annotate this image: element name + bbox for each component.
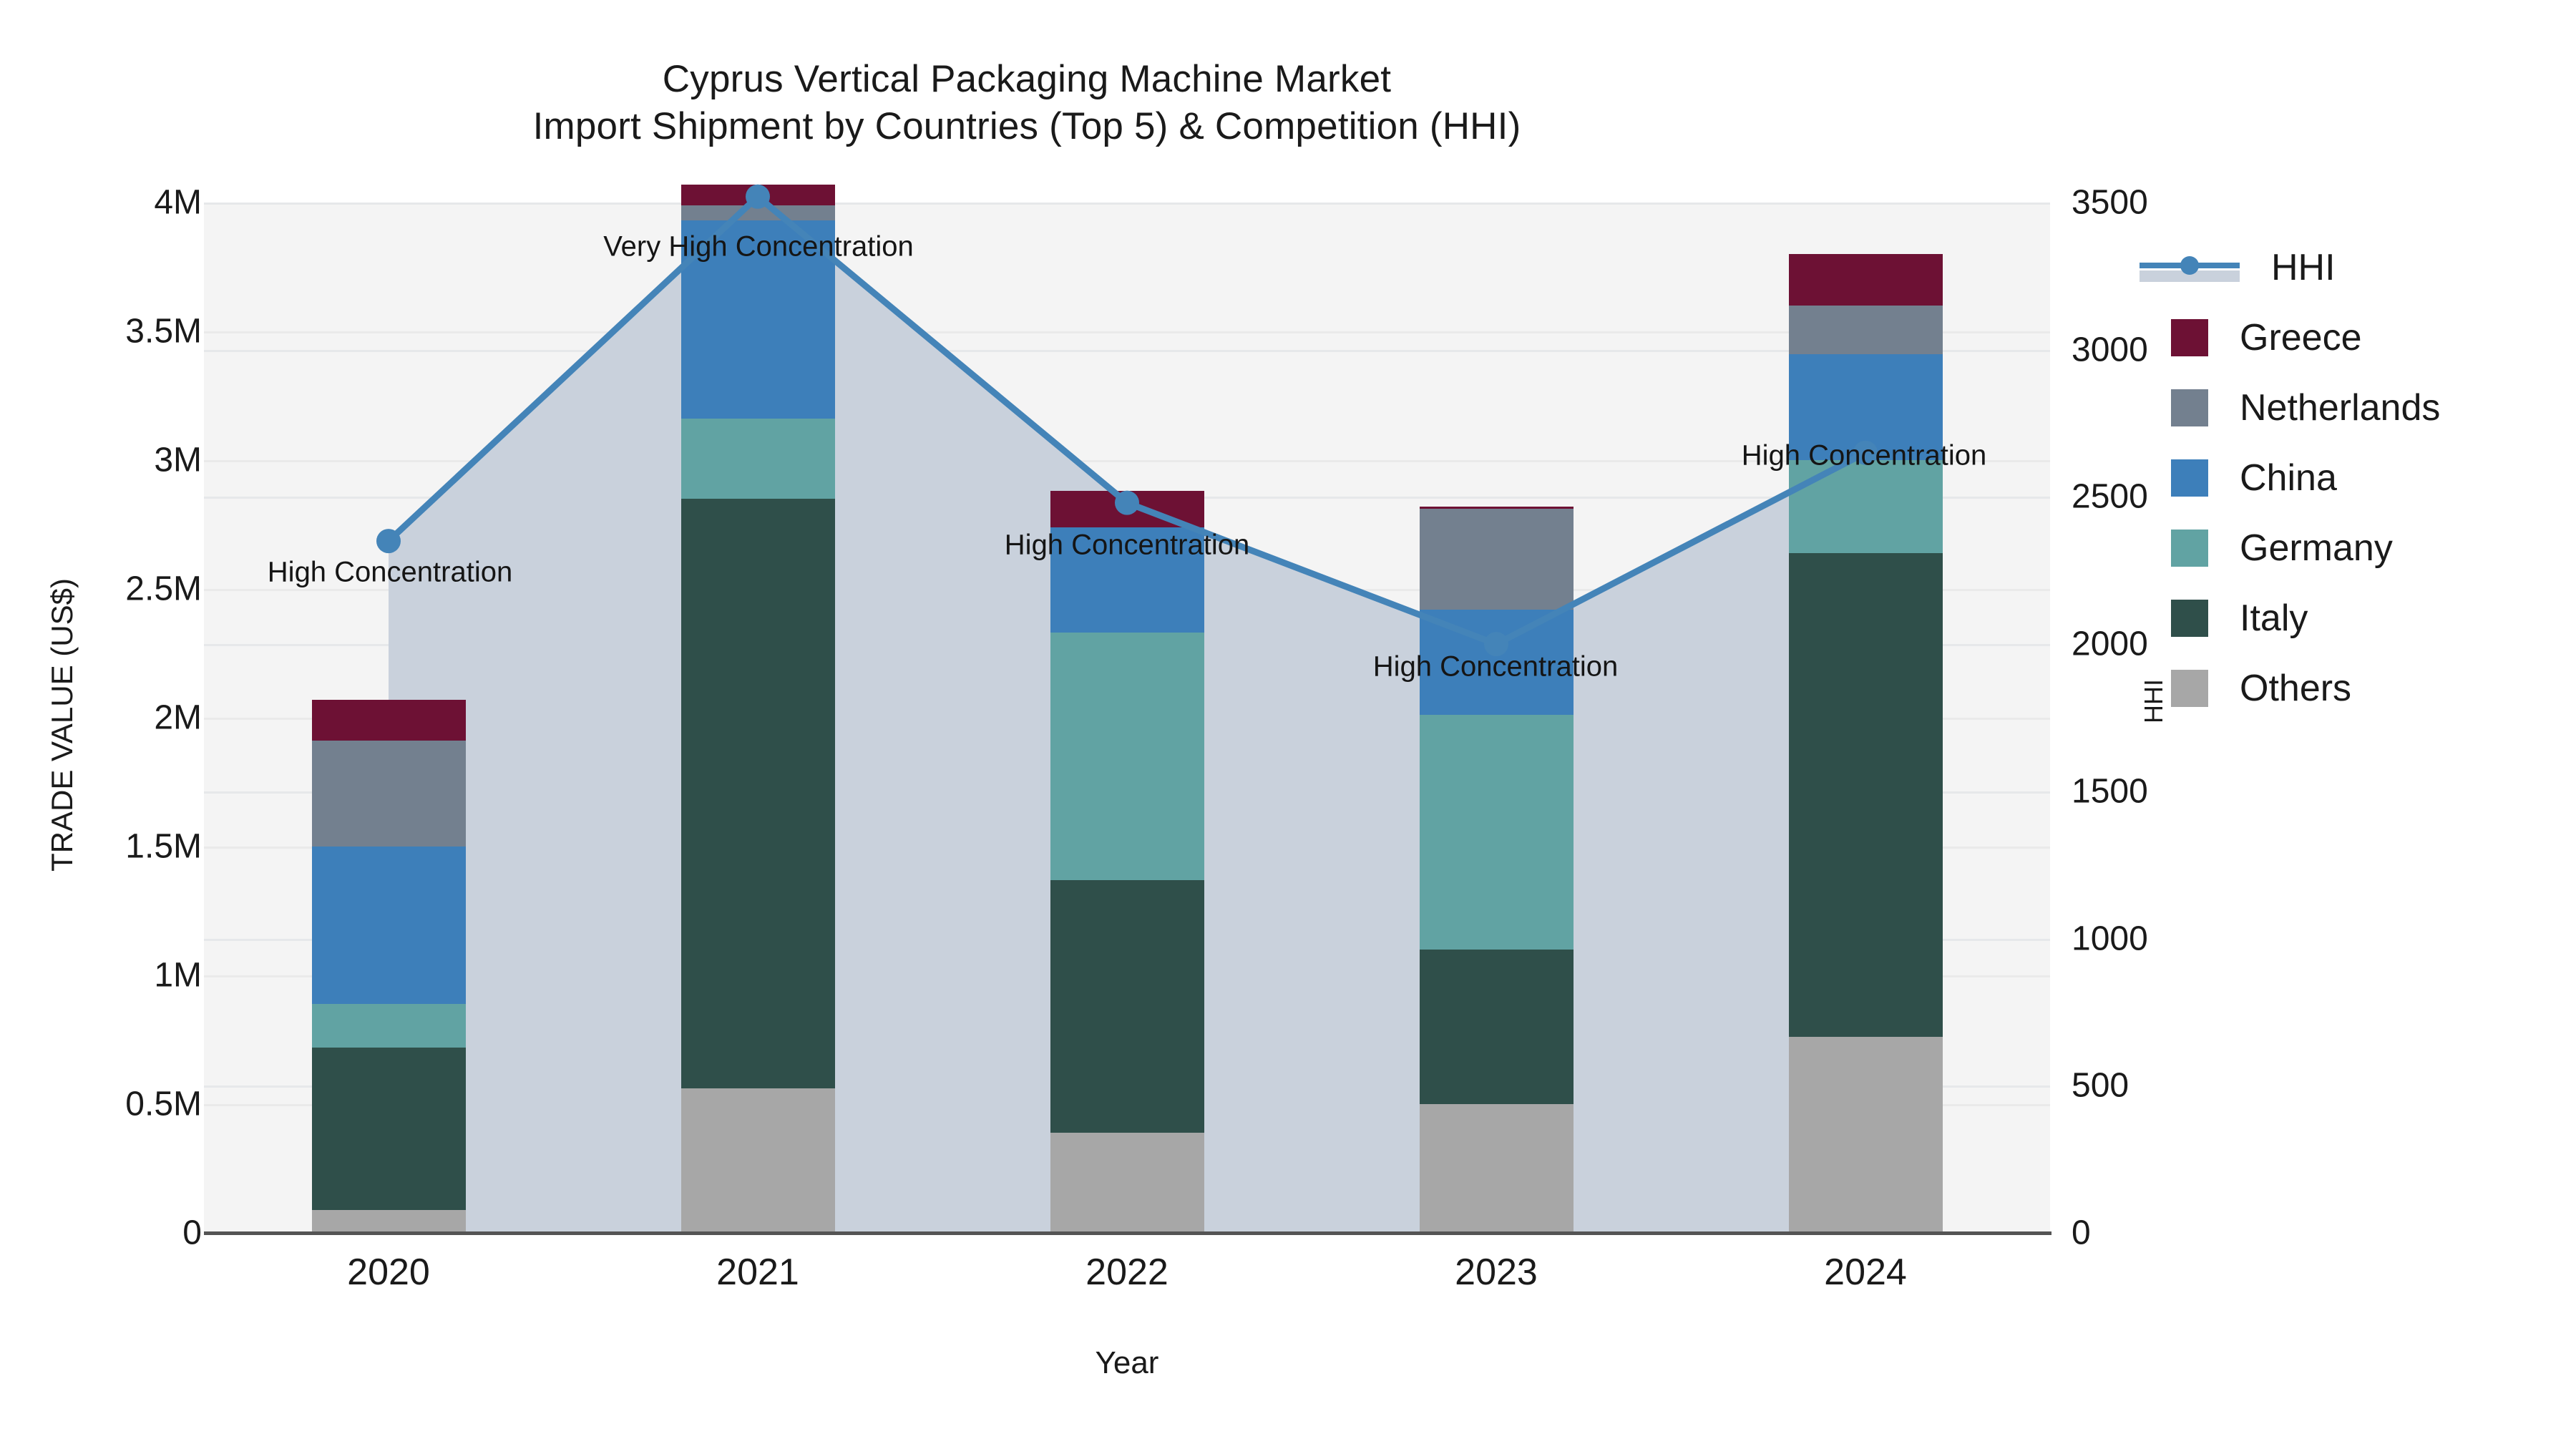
bar-stack[interactable] (1788, 203, 1943, 1233)
plot-area (204, 184, 2050, 1233)
y-axis-left-tick-label: 1M (154, 956, 202, 995)
legend-item-label: China (2240, 457, 2337, 499)
annotation-label: High Concentration (1741, 439, 1987, 472)
legend-swatch-icon (2171, 459, 2208, 497)
x-axis-tick-label: 2023 (1455, 1252, 1538, 1293)
annotation-label: High Concentration (1004, 529, 1250, 561)
y-axis-right-tick-label: 3500 (2072, 183, 2148, 222)
legend-item-label: HHI (2271, 247, 2336, 288)
bar-segment-italy[interactable] (1788, 552, 1943, 1038)
legend-item-label: Greece (2240, 317, 2362, 358)
bar-segment-italy[interactable] (311, 1047, 466, 1210)
x-axis-line (204, 1231, 2051, 1235)
legend: HHI Greece Netherlands China Germany Italy Oth… (2140, 233, 2440, 723)
bar-segment-netherlands[interactable] (1788, 306, 1943, 355)
bar-segment-greece[interactable] (1788, 254, 1943, 306)
bar-segment-greece[interactable] (1419, 506, 1574, 509)
bar-segment-germany[interactable] (311, 1003, 466, 1048)
annotation-label: High Concentration (267, 556, 513, 588)
x-axis-tick-label: 2021 (716, 1252, 799, 1293)
y-axis-left-tick-label: 1.5M (125, 827, 202, 866)
legend-item-china[interactable]: China (2140, 443, 2440, 513)
x-axis-tick-label: 2020 (347, 1252, 430, 1293)
y-axis-right-tick-label: 2000 (2072, 625, 2148, 663)
legend-item-label: Netherlands (2240, 387, 2441, 429)
legend-swatch-icon (2171, 670, 2208, 707)
legend-swatch-icon (2171, 600, 2208, 637)
annotation-label: Very High Concentration (603, 230, 914, 263)
legend-swatch-icon (2171, 319, 2208, 356)
legend-swatch-icon (2171, 389, 2208, 426)
bar-stack[interactable] (1419, 203, 1574, 1233)
x-axis-title: Year (1095, 1345, 1159, 1380)
y-axis-right-tick-label: 0 (2072, 1214, 2091, 1252)
bar-segment-others[interactable] (1788, 1037, 1943, 1233)
y-axis-left-tick-label: 2.5M (125, 570, 202, 608)
bar-segment-germany[interactable] (1419, 715, 1574, 950)
y-axis-right-tick-label: 1000 (2072, 919, 2148, 958)
bar-segment-germany[interactable] (1050, 633, 1204, 880)
hhi-marker[interactable] (376, 529, 401, 554)
legend-item-italy[interactable]: Italy (2140, 583, 2440, 653)
gridline-left (204, 331, 2050, 333)
y-axis-left-tick-label: 0.5M (125, 1085, 202, 1123)
x-axis-tick-label: 2022 (1085, 1252, 1169, 1293)
bar-segment-italy[interactable] (680, 499, 835, 1089)
legend-item-label: Italy (2240, 597, 2308, 639)
y-axis-left-tick-label: 0 (182, 1214, 202, 1252)
x-axis-tick-label: 2024 (1824, 1252, 1907, 1293)
hhi-polyline (386, 193, 1868, 648)
hhi-marker[interactable] (746, 184, 770, 209)
bar-segment-germany[interactable] (680, 419, 835, 499)
hhi-marker[interactable] (1484, 632, 1508, 657)
bar-segment-greece[interactable] (311, 699, 466, 741)
chart-title: Cyprus Vertical Packaging Machine Market… (0, 56, 2054, 150)
legend-item-others[interactable]: Others (2140, 653, 2440, 723)
bar-segment-netherlands[interactable] (1419, 509, 1574, 610)
chart-title-line-1: Cyprus Vertical Packaging Machine Market (662, 58, 1392, 100)
y-axis-left-tick-label: 3M (154, 441, 202, 479)
bar-stack[interactable] (311, 203, 466, 1233)
y-axis-left-title: TRADE VALUE (US$) (44, 577, 79, 872)
gridline-right (204, 203, 2050, 205)
bar-segment-italy[interactable] (1050, 879, 1204, 1133)
y-axis-right-tick-label: 2500 (2072, 477, 2148, 516)
bar-segment-china[interactable] (680, 220, 835, 419)
legend-swatch-icon (2171, 530, 2208, 567)
annotation-label: High Concentration (1372, 650, 1619, 683)
bar-segment-china[interactable] (311, 847, 466, 1004)
bar-segment-china[interactable] (1050, 527, 1204, 633)
legend-item-greece[interactable]: Greece (2140, 303, 2440, 373)
chart-title-line-2: Import Shipment by Countries (Top 5) & C… (532, 104, 1521, 147)
y-axis-right-tick-label: 500 (2072, 1066, 2129, 1105)
bar-segment-netherlands[interactable] (680, 205, 835, 221)
legend-item-netherlands[interactable]: Netherlands (2140, 373, 2440, 443)
legend-item-germany[interactable]: Germany (2140, 513, 2440, 583)
bar-segment-others[interactable] (1050, 1132, 1204, 1233)
y-axis-right-tick-label: 3000 (2072, 331, 2148, 369)
bar-stack[interactable] (1050, 203, 1204, 1233)
legend-line-marker-icon (2140, 249, 2240, 286)
hhi-marker[interactable] (1115, 490, 1139, 515)
hhi-line-svg (376, 184, 1878, 657)
legend-item-label: Germany (2240, 527, 2393, 569)
bar-segment-others[interactable] (680, 1088, 835, 1233)
bar-segment-netherlands[interactable] (311, 741, 466, 847)
gridline-left (204, 460, 2050, 462)
legend-item-hhi[interactable]: HHI (2140, 233, 2440, 303)
gridline-right (204, 349, 2050, 352)
bar-segment-others[interactable] (1419, 1104, 1574, 1233)
bar-segment-others[interactable] (311, 1209, 466, 1233)
hhi-marker[interactable] (1853, 440, 1878, 465)
legend-item-label: Others (2240, 668, 2352, 709)
bar-stack[interactable] (680, 184, 835, 1233)
bar-segment-italy[interactable] (1419, 950, 1574, 1104)
y-axis-right-tick-label: 1500 (2072, 772, 2148, 811)
y-axis-left-tick-label: 4M (154, 183, 202, 222)
y-axis-left-tick-label: 2M (154, 698, 202, 737)
bar-segment-germany[interactable] (1788, 460, 1943, 553)
y-axis-left-tick-label: 3.5M (125, 312, 202, 351)
